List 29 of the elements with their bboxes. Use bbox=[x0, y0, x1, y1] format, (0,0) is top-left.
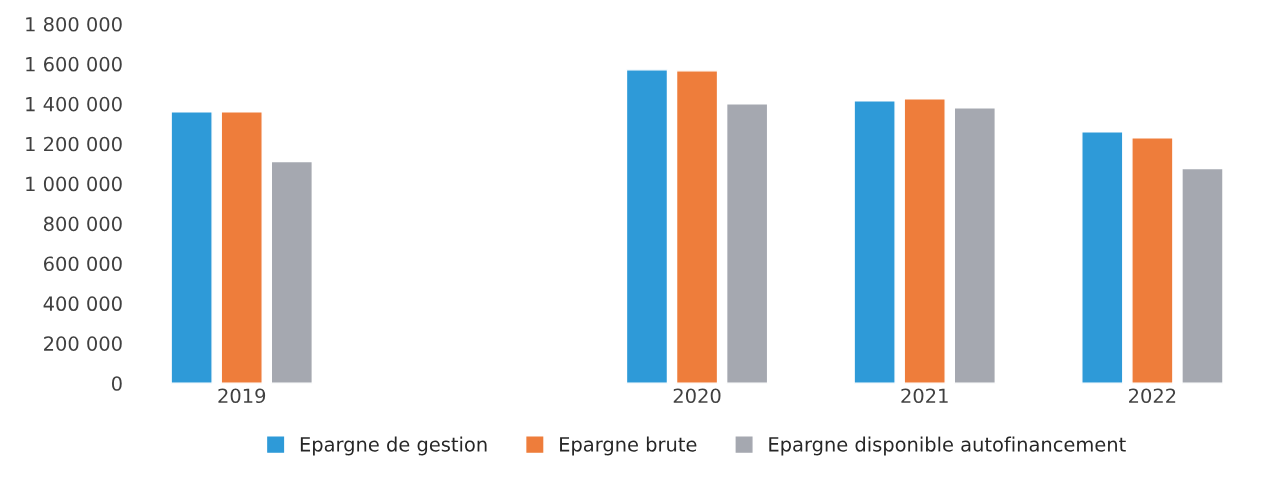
bar bbox=[625, 69, 669, 384]
legend-label: Epargne disponible autofinancement bbox=[769, 436, 1126, 456]
y-tick-label: 0 bbox=[111, 376, 122, 391]
x-tick-label: 2021 bbox=[901, 388, 948, 404]
y-tick-label: 600 000 bbox=[43, 256, 122, 272]
y-tick-label: 800 000 bbox=[43, 216, 122, 232]
legend-label: Epargne de gestion bbox=[300, 436, 487, 456]
bar bbox=[903, 98, 946, 384]
bar bbox=[170, 111, 213, 384]
x-tick-label: 2022 bbox=[1129, 388, 1176, 404]
bar bbox=[953, 107, 996, 384]
bar bbox=[270, 160, 314, 384]
bar bbox=[220, 111, 263, 384]
bar bbox=[725, 103, 769, 384]
y-tick-label: 1 400 000 bbox=[26, 96, 122, 112]
x-tick-label: 2020 bbox=[673, 388, 721, 404]
bar bbox=[1081, 131, 1124, 384]
y-tick-label: 1 200 000 bbox=[26, 136, 122, 152]
bar bbox=[675, 70, 719, 384]
x-tick-label: 2019 bbox=[218, 388, 266, 404]
y-tick-label: 1 800 000 bbox=[26, 16, 122, 32]
y-tick-label: 1 600 000 bbox=[26, 56, 122, 72]
y-tick-label: 400 000 bbox=[43, 296, 122, 312]
legend-label: Epargne brute bbox=[560, 436, 697, 456]
y-tick-label: 200 000 bbox=[44, 336, 122, 351]
bar bbox=[1181, 167, 1224, 384]
bar bbox=[1131, 137, 1174, 384]
y-tick-label: 1 000 000 bbox=[26, 176, 122, 192]
bar bbox=[853, 100, 896, 384]
